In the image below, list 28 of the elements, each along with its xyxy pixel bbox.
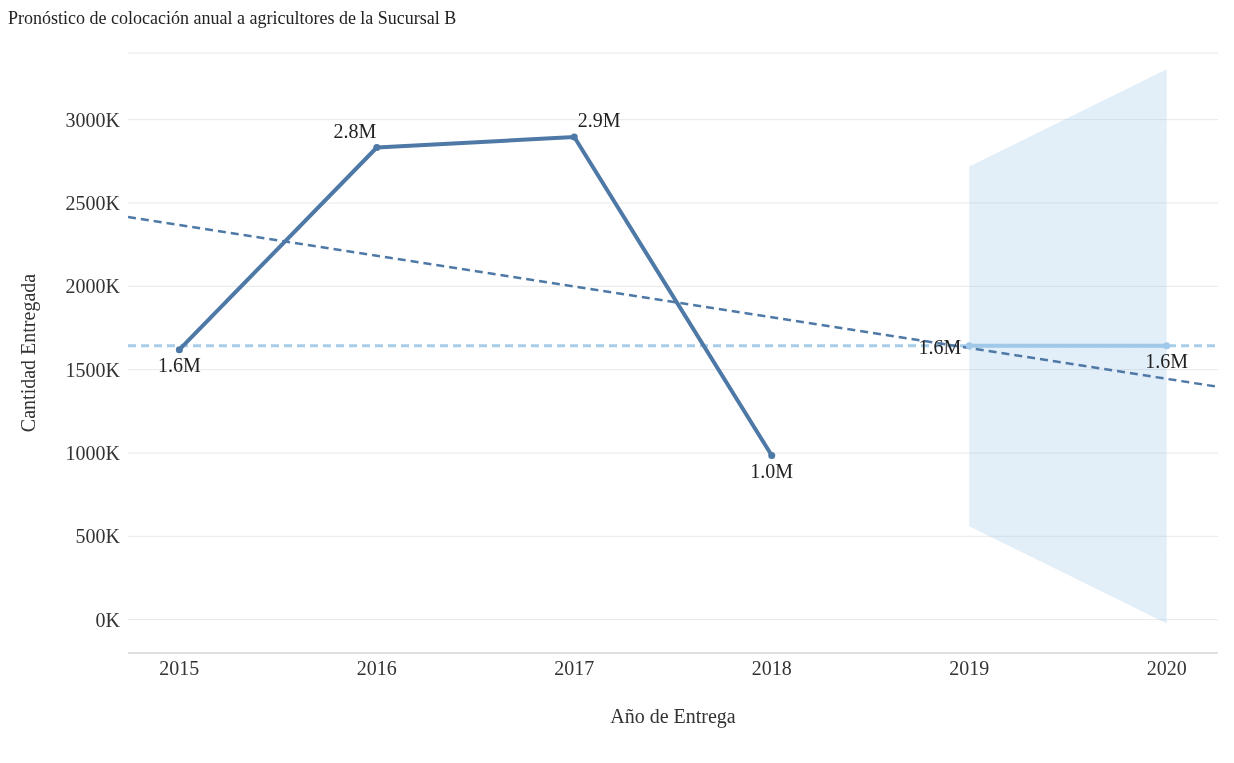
data-label: 2.9M bbox=[577, 109, 621, 131]
point bbox=[373, 144, 381, 151]
x-tick-label: 2016 bbox=[356, 657, 397, 680]
data-label: 1.0M bbox=[750, 459, 794, 482]
y-tick-label: 1500K bbox=[65, 358, 121, 381]
data-label: 1.6M bbox=[918, 335, 962, 358]
point bbox=[1163, 342, 1171, 350]
point bbox=[965, 342, 973, 350]
data-label: 1.6M bbox=[157, 353, 201, 376]
point bbox=[175, 346, 183, 354]
x-tick-label: 2019 bbox=[949, 657, 990, 680]
y-axis-title: Cantidad Entregada bbox=[17, 273, 41, 433]
y-tick-label: 2000K bbox=[65, 275, 121, 298]
chart-title: Pronóstico de colocación anual a agricultores de la Sucursal B bbox=[8, 8, 458, 29]
y-tick-label: 3000K bbox=[65, 108, 121, 131]
x-tick-label: 2020 bbox=[1146, 657, 1187, 680]
y-tick-label: 2500K bbox=[65, 192, 121, 215]
x-tick-label: 2015 bbox=[159, 657, 200, 680]
y-tick-label: 0K bbox=[95, 608, 121, 631]
x-tick-label: 2018 bbox=[751, 657, 792, 680]
x-tick-label: 2017 bbox=[554, 657, 595, 680]
point bbox=[768, 452, 776, 459]
y-tick-label: 500K bbox=[75, 525, 121, 548]
x-axis-title: Año de Entrega bbox=[610, 705, 736, 728]
data-label: 1.6M bbox=[1145, 349, 1189, 372]
y-tick-label: 1000K bbox=[65, 442, 121, 465]
point bbox=[570, 133, 578, 141]
data-label: 2.8M bbox=[333, 119, 377, 142]
